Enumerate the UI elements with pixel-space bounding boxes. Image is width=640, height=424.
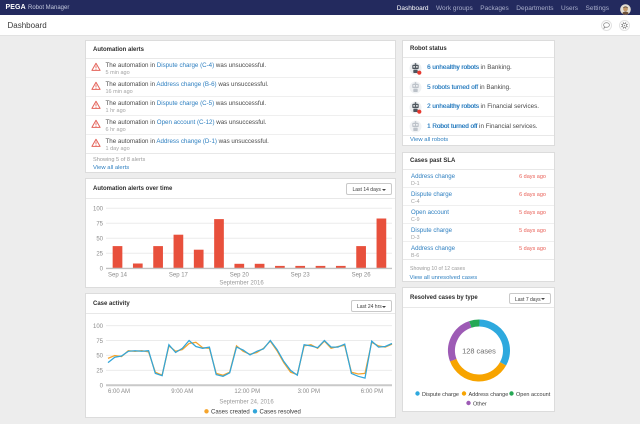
svg-text:Sep 26: Sep 26	[352, 273, 372, 279]
svg-text:0: 0	[100, 267, 104, 273]
svg-text:128 cases: 128 cases	[462, 347, 496, 356]
svg-text:Dispute charge: Dispute charge	[422, 392, 459, 398]
svg-text:Sep 23: Sep 23	[291, 273, 311, 279]
svg-text:Address change: Address change	[469, 392, 509, 398]
svg-text:100: 100	[93, 207, 104, 213]
svg-text:Cases created: Cases created	[211, 410, 250, 416]
svg-text:6:00 PM: 6:00 PM	[361, 389, 383, 395]
svg-text:75: 75	[96, 222, 103, 228]
svg-text:Other: Other	[473, 401, 487, 407]
svg-text:Sep 14: Sep 14	[108, 273, 128, 279]
svg-text:50: 50	[96, 354, 103, 360]
svg-text:9:00 AM: 9:00 AM	[171, 389, 193, 395]
svg-text:Sep 20: Sep 20	[230, 273, 250, 279]
svg-text:100: 100	[93, 324, 104, 330]
svg-text:Cases resolved: Cases resolved	[260, 410, 301, 416]
svg-text:September 24, 2016: September 24, 2016	[219, 400, 274, 406]
svg-text:25: 25	[96, 369, 103, 375]
svg-text:50: 50	[96, 237, 103, 243]
svg-text:Sep 17: Sep 17	[169, 273, 189, 279]
svg-text:75: 75	[96, 339, 103, 345]
svg-text:0: 0	[100, 384, 104, 390]
svg-text:3:00 PM: 3:00 PM	[298, 389, 320, 395]
svg-text:25: 25	[96, 252, 103, 258]
svg-text:September 2016: September 2016	[219, 281, 264, 287]
svg-text:Open account: Open account	[516, 392, 551, 398]
svg-text:12:00 PM: 12:00 PM	[234, 389, 260, 395]
svg-text:6:00 AM: 6:00 AM	[108, 389, 130, 395]
